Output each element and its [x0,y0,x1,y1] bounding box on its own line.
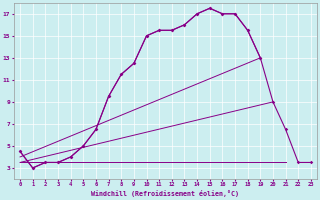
X-axis label: Windchill (Refroidissement éolien,°C): Windchill (Refroidissement éolien,°C) [92,190,239,197]
